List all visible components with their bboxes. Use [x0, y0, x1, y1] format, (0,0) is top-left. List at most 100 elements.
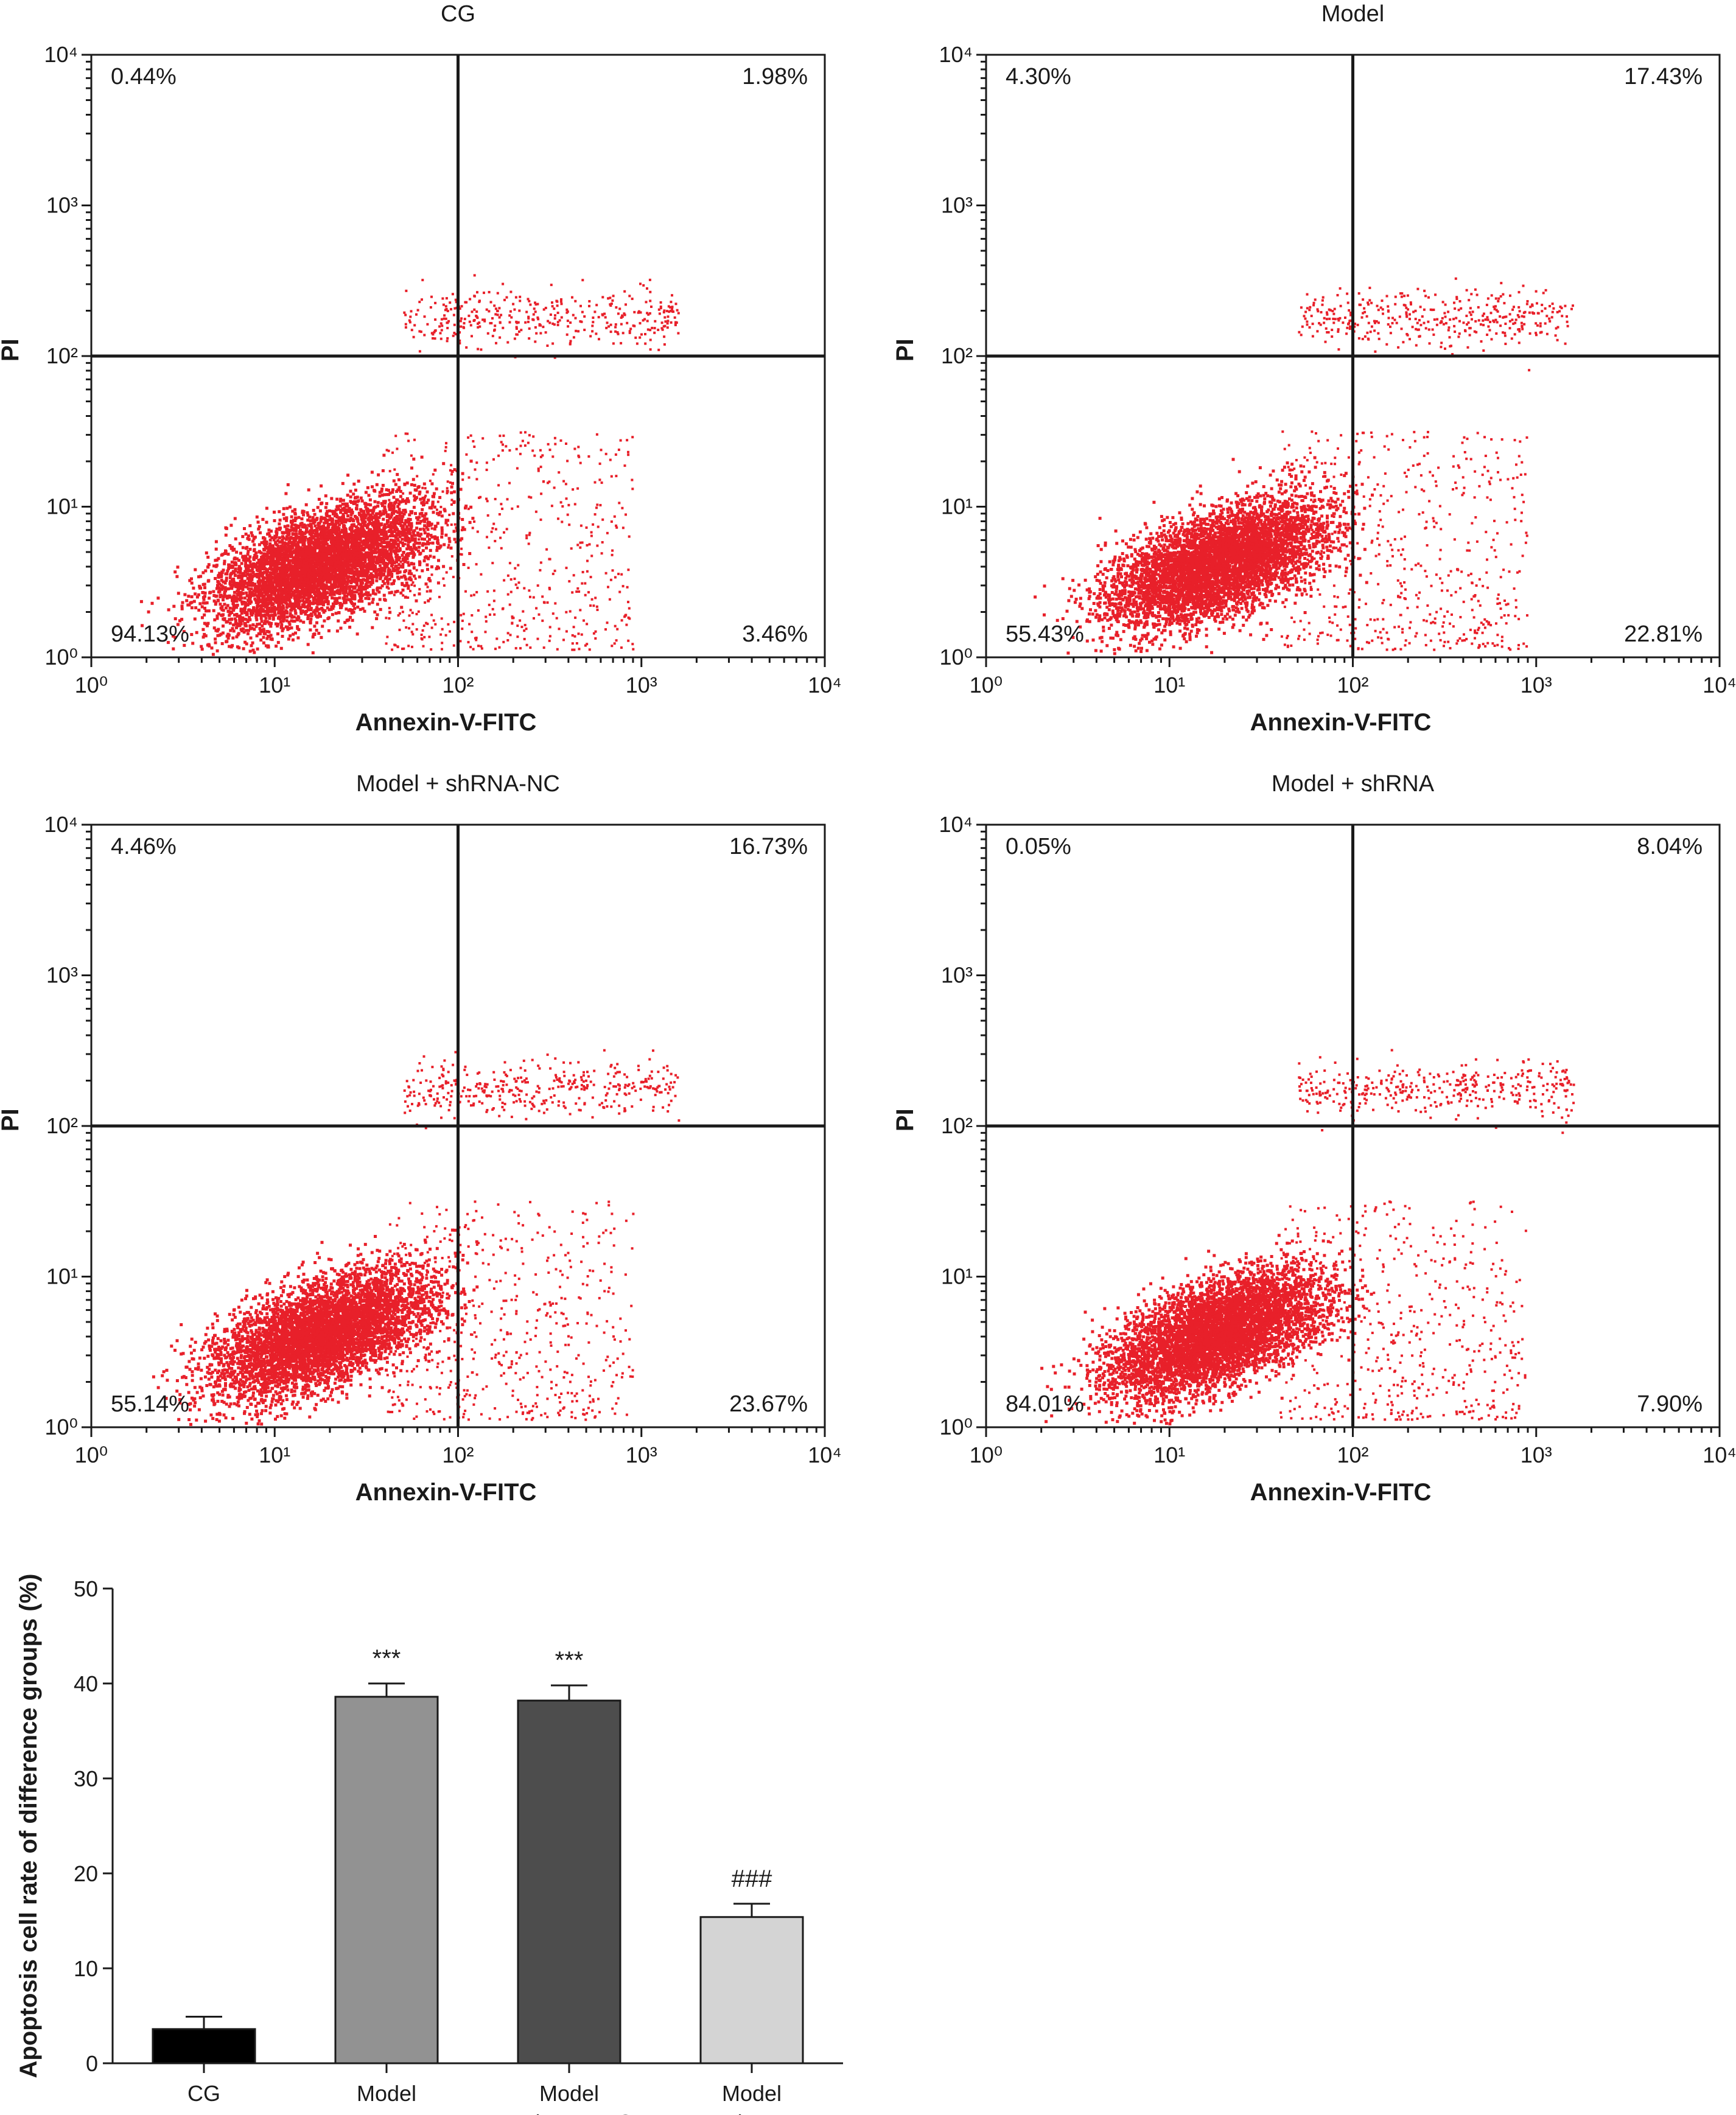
- event-dot: [256, 520, 260, 524]
- event-dot: [342, 540, 346, 544]
- event-dot: [345, 584, 348, 587]
- event-dot: [247, 569, 250, 573]
- event-dot: [243, 582, 247, 585]
- event-dot: [404, 569, 408, 573]
- event-dot: [438, 495, 442, 499]
- event-dot: [173, 635, 177, 639]
- event-dot: [205, 551, 208, 554]
- event-dot: [201, 628, 205, 631]
- event-dot: [245, 629, 248, 632]
- event-dot: [432, 555, 436, 559]
- event-dot: [272, 560, 276, 564]
- event-dot: [233, 556, 237, 560]
- event-dot: [397, 577, 401, 581]
- event-dot: [305, 600, 309, 604]
- event-dot: [279, 646, 283, 650]
- event-dot: [338, 596, 341, 600]
- event-dot: [369, 531, 373, 534]
- event-dot: [190, 581, 194, 585]
- event-dot: [221, 631, 225, 635]
- event-dot: [427, 498, 430, 502]
- event-dot: [377, 590, 381, 594]
- event-dot: [379, 586, 382, 590]
- event-dot: [315, 590, 318, 593]
- event-dot: [318, 595, 321, 599]
- event-dot: [317, 614, 321, 617]
- event-dot: [326, 602, 330, 606]
- event-dot: [337, 516, 341, 520]
- event-dot: [281, 627, 285, 631]
- event-dot: [245, 612, 249, 616]
- event-dot: [389, 572, 393, 575]
- event-dot: [173, 570, 177, 574]
- event-dot: [436, 522, 439, 525]
- event-dot: [318, 528, 322, 531]
- event-dot: [373, 547, 377, 551]
- event-dot: [290, 528, 293, 532]
- event-dot: [203, 606, 206, 610]
- event-dot: [358, 572, 362, 575]
- event-dot: [306, 576, 309, 579]
- event-dot: [240, 584, 243, 588]
- event-dot: [340, 538, 343, 542]
- event-dot: [367, 597, 371, 600]
- event-dot: [451, 481, 454, 485]
- event-dot: [421, 544, 424, 547]
- event-dot: [225, 576, 228, 580]
- event-dot: [270, 576, 274, 580]
- event-dot: [303, 600, 306, 604]
- event-dot: [192, 586, 195, 590]
- event-dot: [376, 505, 380, 508]
- event-dot: [238, 617, 242, 620]
- event-dot: [359, 607, 362, 611]
- event-dot: [308, 579, 312, 583]
- event-dot: [383, 598, 387, 602]
- event-dot: [197, 593, 200, 596]
- event-dot: [244, 574, 248, 578]
- event-dot: [270, 614, 273, 617]
- event-dot: [372, 559, 376, 563]
- event-dot: [241, 535, 245, 539]
- event-dot: [403, 483, 407, 486]
- event-dot: [345, 502, 349, 506]
- event-dot: [382, 501, 386, 504]
- event-dot: [380, 488, 383, 491]
- event-dot: [301, 525, 304, 529]
- event-dot: [236, 622, 240, 626]
- event-dot: [285, 535, 289, 539]
- event-dot: [318, 509, 322, 512]
- event-dot: [246, 632, 250, 635]
- event-dot: [425, 517, 429, 521]
- event-dot: [183, 593, 187, 596]
- event-dot: [282, 507, 285, 511]
- event-dot: [440, 526, 444, 530]
- event-dot: [377, 516, 381, 519]
- event-dot: [397, 488, 401, 492]
- event-dot: [400, 606, 404, 609]
- event-dot: [323, 619, 326, 623]
- event-dot: [268, 560, 271, 564]
- event-dot: [418, 552, 422, 556]
- event-dot: [234, 619, 237, 623]
- event-dot: [293, 512, 297, 516]
- event-dot: [285, 606, 289, 609]
- event-dot: [294, 554, 298, 558]
- event-dot: [239, 622, 243, 626]
- event-dot: [379, 560, 382, 564]
- event-dot: [211, 652, 215, 656]
- event-dot: [352, 533, 355, 537]
- event-dot: [333, 552, 337, 556]
- event-dot: [410, 536, 414, 540]
- event-dot: [352, 492, 355, 496]
- event-dot: [198, 602, 202, 606]
- event-dot: [372, 567, 376, 571]
- event-dot: [207, 563, 211, 567]
- event-dot: [361, 547, 365, 550]
- event-dot: [229, 629, 233, 632]
- event-dot: [292, 536, 295, 540]
- event-dot: [223, 603, 226, 606]
- event-dot: [373, 514, 377, 518]
- event-dot: [301, 586, 305, 589]
- event-dot: [327, 548, 331, 551]
- event-dot: [339, 497, 343, 501]
